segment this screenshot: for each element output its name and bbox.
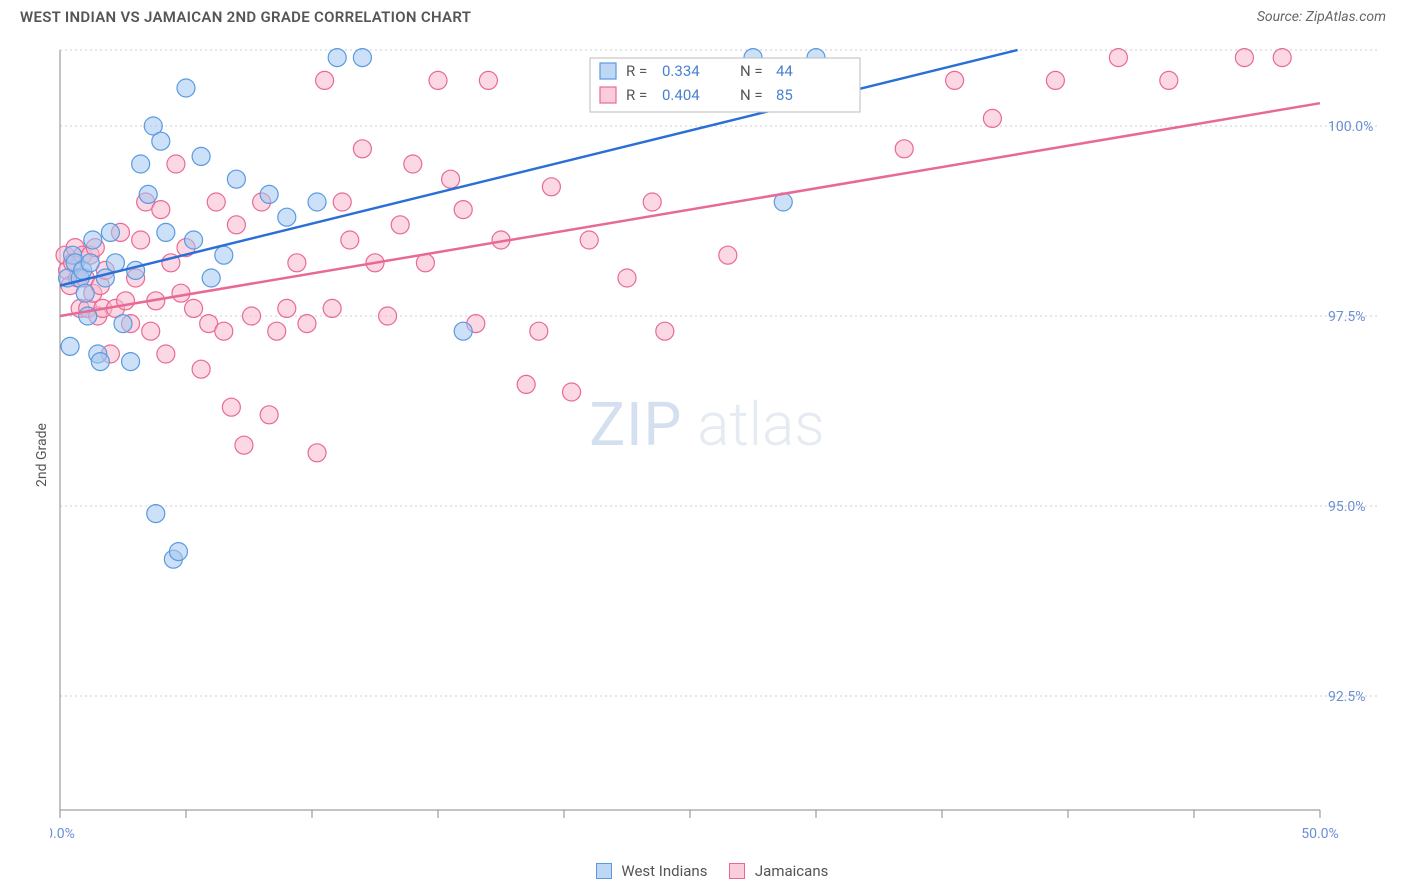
scatter-plot: 92.5% 95.0% 97.5% 100.0% 0.0% 50.0% ZIPatlas R …	[50, 40, 1390, 860]
svg-text:0.0%: 0.0%	[50, 826, 75, 842]
chart-source: Source: ZipAtlas.com	[1257, 9, 1386, 25]
y-axis-label: 2nd Grade	[34, 423, 50, 487]
svg-text:R =: R =	[626, 62, 647, 80]
legend-label-jamaicans: Jamaicans	[755, 862, 828, 880]
svg-text:92.5%: 92.5%	[1328, 689, 1366, 705]
legend-swatch-pink	[729, 863, 745, 879]
svg-text:N =: N =	[740, 62, 763, 80]
svg-text:N =: N =	[740, 86, 763, 104]
svg-text:atlas: atlas	[697, 389, 825, 460]
legend-bottom: West Indians Jamaicans	[0, 862, 1406, 880]
chart-header: WEST INDIAN VS JAMAICAN 2ND GRADE CORREL…	[0, 0, 1406, 30]
svg-text:R =: R =	[626, 86, 647, 104]
svg-text:95.0%: 95.0%	[1328, 499, 1366, 515]
svg-text:0.334: 0.334	[662, 62, 700, 80]
svg-text:44: 44	[776, 62, 793, 80]
svg-text:0.404: 0.404	[662, 86, 700, 104]
svg-text:50.0%: 50.0%	[1301, 826, 1339, 842]
legend-label-west-indians: West Indians	[621, 862, 707, 880]
legend-swatch-blue	[596, 863, 612, 879]
svg-text:97.5%: 97.5%	[1328, 309, 1366, 325]
chart-title: WEST INDIAN VS JAMAICAN 2ND GRADE CORREL…	[20, 8, 471, 26]
chart-area: 2nd Grade 92.5% 95.0% 97.5% 100.0% 0.0% 50.0%…	[0, 30, 1406, 880]
svg-text:100.0%: 100.0%	[1328, 119, 1373, 135]
svg-text:ZIP: ZIP	[589, 389, 682, 460]
svg-text:85: 85	[776, 86, 793, 104]
